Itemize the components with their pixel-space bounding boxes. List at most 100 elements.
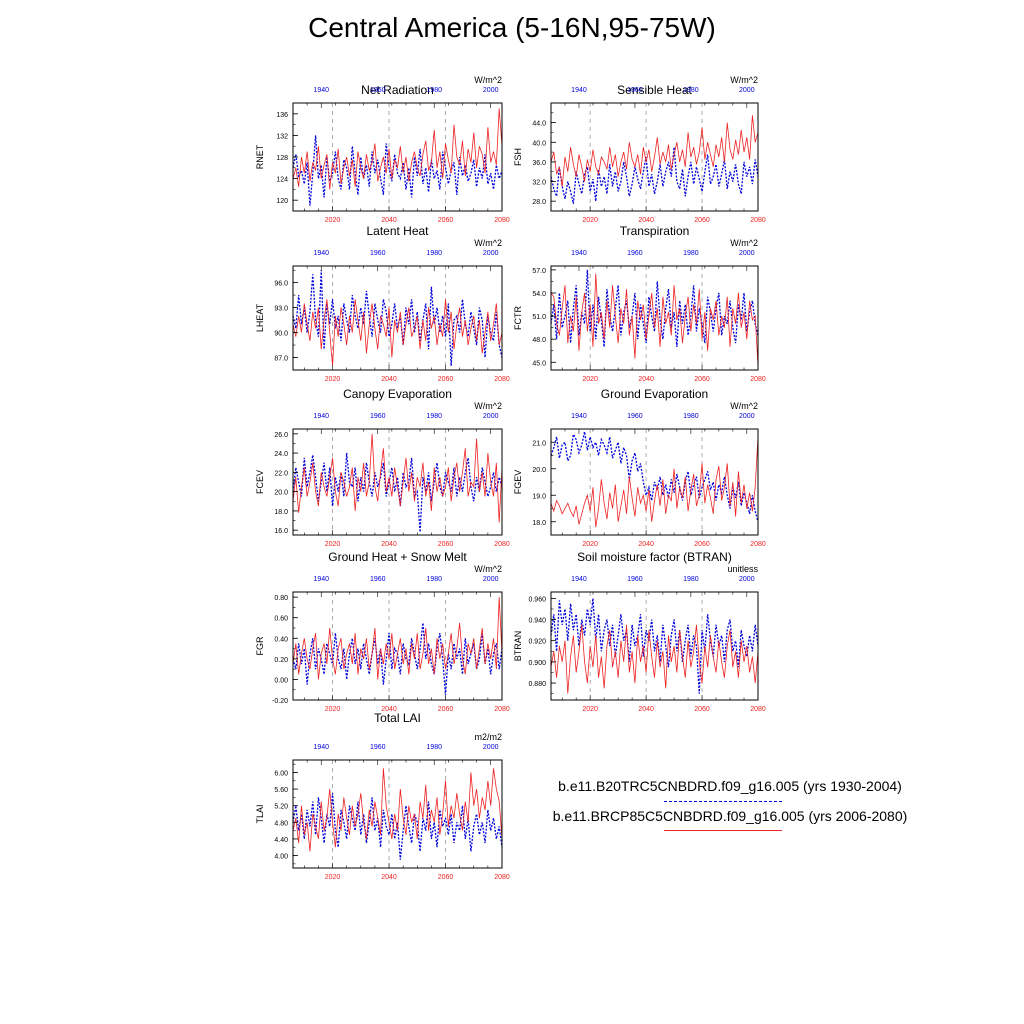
series-line-future bbox=[292, 597, 503, 680]
bottom-tick-label: 2080 bbox=[494, 217, 510, 224]
bottom-tick-label: 2040 bbox=[638, 217, 654, 224]
bottom-tick-label: 2040 bbox=[638, 376, 654, 383]
panel-2: Sensible Heat W/m^2 FSH 44.0 40.0 36.0 32.0 28.… bbox=[513, 75, 766, 224]
y-tick-label: 0.00 bbox=[274, 677, 288, 684]
y-tick-label: 54.0 bbox=[532, 291, 546, 298]
y-tick-label: 57.0 bbox=[532, 268, 546, 275]
y-axis-label: FCTR bbox=[513, 306, 523, 330]
y-tick-label: 0.880 bbox=[528, 681, 546, 688]
bottom-tick-label: 2040 bbox=[638, 706, 654, 713]
panel-5: Canopy Evaporation W/m^2 FCEV 26.0 24.0 22.0 2… bbox=[255, 387, 510, 548]
y-tick-label: 26.0 bbox=[274, 432, 288, 439]
y-tick-label: 51.0 bbox=[532, 314, 546, 321]
panel-title: Canopy Evaporation bbox=[343, 387, 452, 401]
y-tick-label: 0.900 bbox=[528, 660, 546, 667]
y-tick-label: 120 bbox=[276, 198, 288, 205]
bottom-tick-label: 2060 bbox=[438, 541, 454, 548]
bottom-tick-label: 2020 bbox=[325, 706, 341, 713]
top-tick-label: 2000 bbox=[483, 744, 499, 751]
y-tick-label: 36.0 bbox=[532, 160, 546, 167]
series-line-future bbox=[292, 299, 503, 366]
y-tick-label: 136 bbox=[276, 112, 288, 119]
top-tick-label: 1940 bbox=[313, 413, 329, 420]
y-tick-label: 21.0 bbox=[532, 440, 546, 447]
top-tick-label: 1940 bbox=[313, 576, 329, 583]
bottom-tick-label: 2060 bbox=[438, 874, 454, 881]
top-tick-label: 2000 bbox=[739, 576, 755, 583]
bottom-tick-label: 2080 bbox=[494, 376, 510, 383]
bottom-tick-label: 2020 bbox=[582, 541, 598, 548]
top-tick-label: 1960 bbox=[370, 413, 386, 420]
top-tick-label: 1980 bbox=[426, 744, 442, 751]
y-axis-label: FCEV bbox=[255, 470, 265, 494]
top-tick-label: 1980 bbox=[426, 576, 442, 583]
bottom-tick-label: 2040 bbox=[381, 217, 397, 224]
top-tick-label: 1980 bbox=[426, 250, 442, 257]
y-tick-label: 96.0 bbox=[274, 281, 288, 288]
y-tick-label: 44.0 bbox=[532, 121, 546, 128]
bottom-tick-label: 2060 bbox=[438, 376, 454, 383]
legend-future-label: b.e11.BRCP85C5CNBDRD.f09_g16.005 (yrs 20… bbox=[552, 808, 908, 824]
bottom-tick-label: 2060 bbox=[694, 706, 710, 713]
top-tick-label: 1960 bbox=[370, 87, 386, 94]
bottom-tick-label: 2080 bbox=[750, 376, 766, 383]
y-tick-label: 128 bbox=[276, 155, 288, 162]
units-label: W/m^2 bbox=[474, 401, 502, 411]
top-tick-label: 2000 bbox=[739, 87, 755, 94]
y-tick-label: 45.0 bbox=[532, 360, 546, 367]
bottom-tick-label: 2020 bbox=[582, 706, 598, 713]
series-line-future bbox=[550, 273, 759, 367]
top-tick-label: 2000 bbox=[483, 576, 499, 583]
bottom-tick-label: 2040 bbox=[381, 376, 397, 383]
top-tick-label: 1960 bbox=[370, 576, 386, 583]
bottom-tick-label: 2040 bbox=[638, 541, 654, 548]
units-label: W/m^2 bbox=[730, 401, 758, 411]
y-tick-label: 4.80 bbox=[274, 820, 288, 827]
top-tick-label: 2000 bbox=[483, 87, 499, 94]
panel-4: Transpiration W/m^2 FCTR 57.0 54.0 51.0 48.0 45… bbox=[513, 224, 766, 383]
panel-title: Total LAI bbox=[374, 711, 421, 725]
y-axis-label: TLAI bbox=[255, 804, 265, 823]
legend-historical-label: b.e11.B20TRC5CNBDRD.f09_g16.005 (yrs 193… bbox=[558, 778, 902, 794]
bottom-tick-label: 2080 bbox=[494, 874, 510, 881]
bottom-tick-label: 2020 bbox=[325, 541, 341, 548]
y-tick-label: 20.0 bbox=[532, 467, 546, 474]
y-tick-label: 16.0 bbox=[274, 528, 288, 535]
series-line-future bbox=[550, 624, 759, 694]
top-tick-label: 1980 bbox=[683, 576, 699, 583]
panel-9: Total LAI m2/m2 TLAI 6.00 5.60 5.20 4.80 4.40 4.… bbox=[255, 711, 510, 881]
top-tick-label: 1940 bbox=[313, 250, 329, 257]
y-tick-label: 28.0 bbox=[532, 199, 546, 206]
series-line-historical bbox=[292, 270, 503, 366]
panel-title: Ground Evaporation bbox=[601, 387, 708, 401]
y-tick-label: 32.0 bbox=[532, 180, 546, 187]
bottom-tick-label: 2080 bbox=[750, 706, 766, 713]
panel-title: Ground Heat + Snow Melt bbox=[328, 550, 467, 564]
panel-title: Net Radiation bbox=[361, 83, 434, 97]
top-tick-label: 1940 bbox=[571, 413, 587, 420]
bottom-tick-label: 2060 bbox=[438, 217, 454, 224]
y-tick-label: 124 bbox=[276, 177, 288, 184]
top-tick-label: 1980 bbox=[426, 413, 442, 420]
top-tick-label: 1980 bbox=[426, 87, 442, 94]
y-tick-label: 0.60 bbox=[274, 616, 288, 623]
legend-historical-swatch bbox=[664, 801, 782, 802]
y-axis-label: LHEAT bbox=[255, 303, 265, 332]
top-tick-label: 2000 bbox=[483, 413, 499, 420]
bottom-tick-label: 2020 bbox=[325, 217, 341, 224]
bottom-tick-label: 2040 bbox=[381, 706, 397, 713]
bottom-tick-label: 2040 bbox=[381, 874, 397, 881]
bottom-tick-label: 2020 bbox=[325, 874, 341, 881]
panel-6: Ground Evaporation W/m^2 FGEV 21.0 20.0 19.0 1… bbox=[513, 387, 766, 548]
y-axis-label: RNET bbox=[255, 144, 265, 169]
bottom-tick-label: 2080 bbox=[494, 541, 510, 548]
top-tick-label: 1960 bbox=[627, 250, 643, 257]
units-label: unitless bbox=[727, 564, 758, 574]
y-tick-label: 18.0 bbox=[274, 509, 288, 516]
y-tick-label: 18.0 bbox=[532, 520, 546, 527]
series-line-historical bbox=[292, 135, 503, 206]
plot-frame bbox=[292, 265, 503, 371]
panel-title: Transpiration bbox=[620, 224, 690, 238]
legend-future-swatch bbox=[664, 830, 782, 831]
